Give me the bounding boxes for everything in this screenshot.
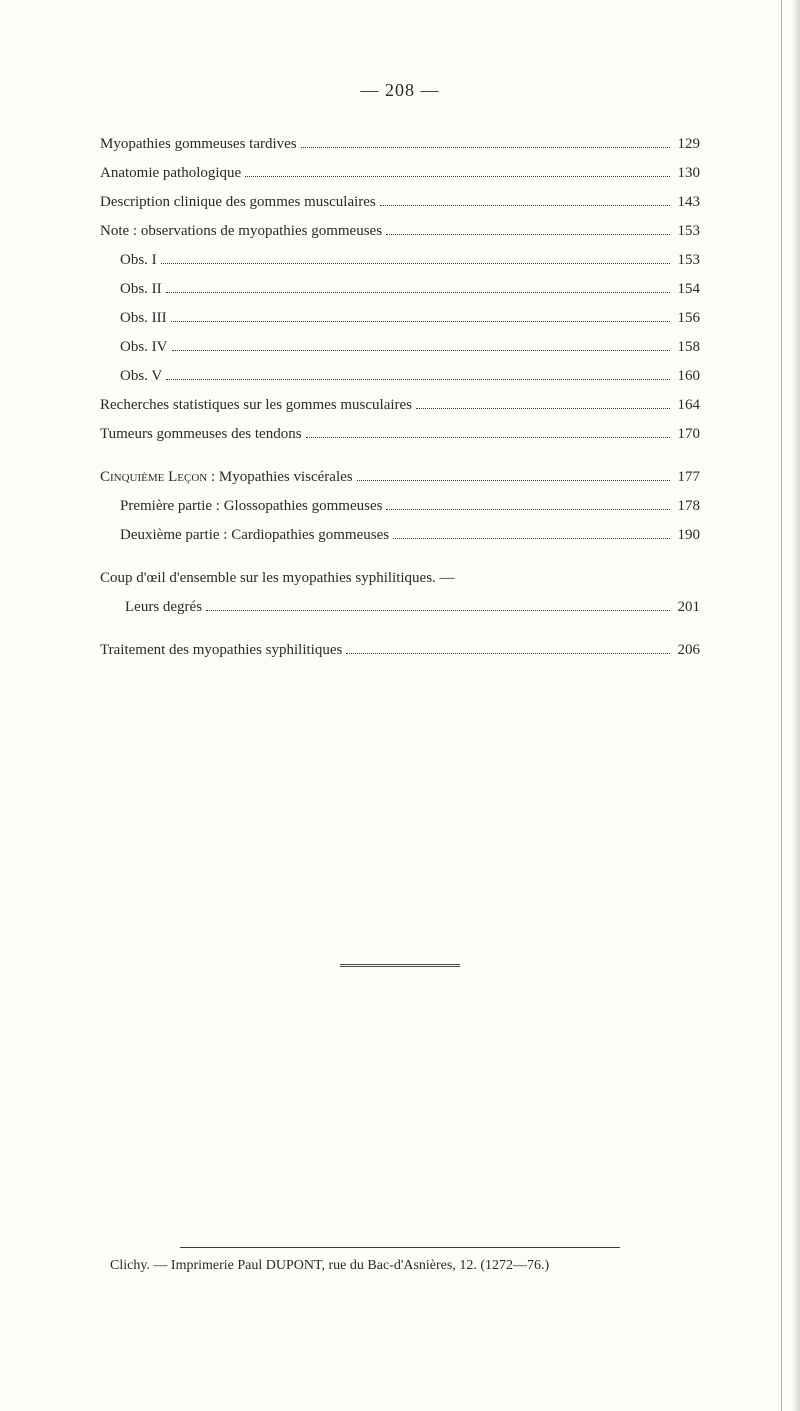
toc-entry: Recherches statistiques sur les gommes m…: [100, 392, 700, 419]
toc-dots: [172, 350, 670, 351]
page-edge-shadow: [792, 0, 800, 1411]
toc-page-number: 143: [674, 189, 701, 216]
toc-dots: [306, 437, 670, 438]
toc-title: Leurs degrés: [125, 594, 202, 621]
toc-page-number: 153: [674, 218, 701, 245]
toc-dots: [166, 379, 669, 380]
toc-entry: Obs. III 156: [100, 305, 700, 332]
toc-entry: Obs. II 154: [100, 276, 700, 303]
toc-dots: [393, 538, 669, 539]
toc-dots: [357, 480, 670, 481]
toc-entry: Leurs degrés 201: [100, 594, 700, 621]
toc-page-number: 178: [674, 493, 701, 520]
toc-entry: Tumeurs gommeuses des tendons 170: [100, 421, 700, 448]
toc-page-number: 190: [674, 522, 701, 549]
toc-page-number: 130: [674, 160, 701, 187]
toc-title: Obs. V: [120, 363, 162, 390]
toc-dots: [206, 610, 669, 611]
toc-page-number: 158: [674, 334, 701, 361]
table-of-contents: Myopathies gommeuses tardives129Anatomie…: [100, 131, 700, 664]
toc-page-number: 164: [674, 392, 701, 419]
toc-page-number: 206: [674, 637, 701, 664]
section-gap: [100, 450, 700, 464]
toc-entry: Traitement des myopathies syphilitiques 2…: [100, 637, 700, 664]
imprint-line: Clichy. — Imprimerie Paul DUPONT, rue du…: [100, 1258, 700, 1274]
toc-dots: [171, 321, 670, 322]
toc-entry: Myopathies gommeuses tardives 129: [100, 131, 700, 158]
page-number: — 208 —: [100, 80, 700, 101]
toc-dots: [346, 653, 669, 654]
section-gap: [100, 551, 700, 565]
toc-dots: [301, 147, 670, 148]
divider-small: [340, 964, 460, 967]
toc-entry: Coup d'œil d'ensemble sur les myopathies…: [100, 565, 700, 592]
toc-page-number: 156: [674, 305, 701, 332]
document-page: — 208 — Myopathies gommeuses tardives 129…: [0, 0, 800, 1411]
toc-page-number: 129: [674, 131, 701, 158]
toc-entry: Obs. I 153: [100, 247, 700, 274]
toc-entry: Description clinique des gommes musculai…: [100, 189, 700, 216]
toc-dots: [166, 292, 670, 293]
toc-title: Myopathies gommeuses tardives: [100, 131, 297, 158]
toc-entry: Anatomie pathologique 130: [100, 160, 700, 187]
toc-title: Note : observations de myopathies gommeu…: [100, 218, 382, 245]
toc-entry: Note : observations de myopathies gommeu…: [100, 218, 700, 245]
toc-title: Recherches statistiques sur les gommes m…: [100, 392, 412, 419]
toc-title: Description clinique des gommes musculai…: [100, 189, 376, 216]
toc-dots: [161, 263, 670, 264]
toc-dots: [380, 205, 670, 206]
toc-page-number: 201: [674, 594, 701, 621]
toc-title: Tumeurs gommeuses des tendons: [100, 421, 302, 448]
toc-dots: [245, 176, 669, 177]
toc-dots: [416, 408, 669, 409]
toc-page-number: 170: [674, 421, 701, 448]
toc-page-number: 153: [674, 247, 701, 274]
page-edge-line: [781, 0, 782, 1411]
toc-entry: Cinquième Leçon : Myopathies viscérales 1…: [100, 464, 700, 491]
toc-page-number: 160: [674, 363, 701, 390]
toc-entry: Deuxième partie : Cardiopathies gommeuse…: [100, 522, 700, 549]
section-gap: [100, 623, 700, 637]
toc-title: Obs. II: [120, 276, 162, 303]
toc-title: Obs. I: [120, 247, 157, 274]
divider-long: [180, 1247, 620, 1248]
toc-title: Cinquième Leçon : Myopathies viscérales: [100, 464, 353, 491]
toc-title: Obs. IV: [120, 334, 168, 361]
toc-page-number: 154: [674, 276, 701, 303]
toc-dots: [386, 509, 669, 510]
toc-entry: Première partie : Glossopathies gommeuse…: [100, 493, 700, 520]
toc-page-number: 177: [674, 464, 701, 491]
toc-title: Anatomie pathologique: [100, 160, 241, 187]
toc-title: Première partie : Glossopathies gommeuse…: [120, 493, 382, 520]
toc-dots: [386, 234, 669, 235]
toc-entry: Obs. IV 158: [100, 334, 700, 361]
toc-title: Obs. III: [120, 305, 167, 332]
toc-entry: Obs. V 160: [100, 363, 700, 390]
toc-title: Deuxième partie : Cardiopathies gommeuse…: [120, 522, 389, 549]
toc-title: Coup d'œil d'ensemble sur les myopathies…: [100, 570, 455, 586]
toc-title: Traitement des myopathies syphilitiques: [100, 637, 342, 664]
